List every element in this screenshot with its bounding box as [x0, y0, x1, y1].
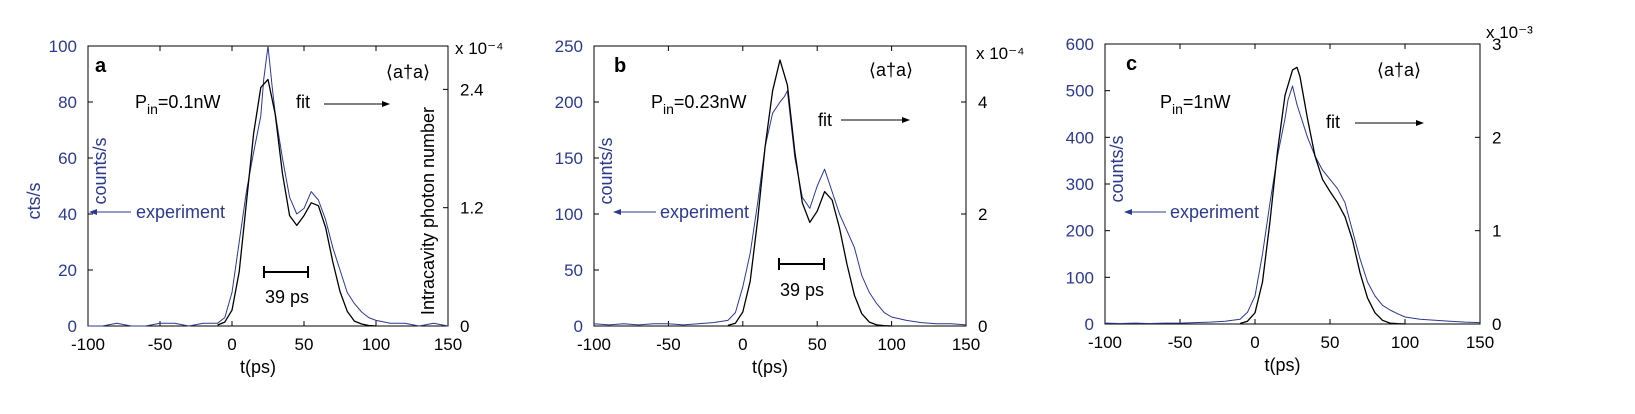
panel-a-letter: a — [95, 55, 107, 77]
panel-b-xtick-label: -50 — [656, 335, 681, 354]
panel-b-ytick-label: 200 — [555, 93, 583, 112]
panel-c: -100 -50 0 50 100 150 t(ps) 0 100 200 300 400 500 600… — [1066, 23, 1533, 375]
panel-b-xtick-label: 150 — [952, 335, 980, 354]
panel-c-ytick-right-label: 2 — [1492, 128, 1501, 147]
panel-b-ytick-right-label: 4 — [978, 93, 987, 112]
panel-c-xtick-label: -100 — [1088, 333, 1122, 352]
panel-c-ytick-label: 0 — [1085, 315, 1094, 334]
panel-c-series-fit — [1239, 66, 1406, 325]
panel-c-ytick-label: 200 — [1066, 222, 1094, 241]
panel-c-ytick-label: 600 — [1066, 35, 1094, 54]
panel-a-power-label: Pin=0.1nW — [135, 92, 220, 117]
panel-b-xlabel: t(ps) — [752, 357, 788, 377]
panel-b-ytick-label: 50 — [564, 261, 583, 280]
panel-c-xtick-label: 50 — [1321, 333, 1340, 352]
panel-b-ytick-right-label: 2 — [978, 205, 987, 224]
panel-c-ytick-label: 500 — [1066, 82, 1094, 101]
panel-c-ytick-right-label: 1 — [1492, 222, 1501, 241]
panel-b-ytick-label: 150 — [555, 149, 583, 168]
panel-b-xtick-label: 100 — [877, 335, 905, 354]
panel-a-ytick-label: 80 — [58, 93, 77, 112]
panel-b-experiment-arrow-head — [613, 209, 621, 215]
panel-b-scale-bar-label: 39 ps — [780, 280, 824, 300]
panel-c-xtick-label: 0 — [1250, 333, 1259, 352]
panel-c-ytick-right-label: 0 — [1492, 315, 1501, 334]
panel-c-experiment-arrow-head — [1124, 209, 1132, 215]
panel-a-xtick-label: -50 — [148, 335, 173, 354]
panel-a-scale-bar-label: 39 ps — [265, 287, 309, 307]
panel-c-fit-label: fit — [1326, 112, 1340, 132]
panel-a-ytick-label: 100 — [49, 37, 77, 56]
panel-b-xtick-label: -100 — [577, 335, 611, 354]
panel-b-right-exponent: x 10⁻⁴ — [976, 44, 1024, 63]
panel-a-series-experiment — [88, 45, 449, 327]
panel-c-right-exponent: x 10⁻³ — [1486, 23, 1533, 42]
panel-a-ytick-right-label: 1.2 — [460, 199, 484, 218]
panel-c-letter: c — [1126, 53, 1137, 75]
panel-a-experiment-label: experiment — [136, 202, 225, 222]
panel-c-fit-arrow-head — [1416, 120, 1424, 126]
panel-b-experiment-label: experiment — [660, 202, 749, 222]
panel-c-xtick-label: 150 — [1466, 333, 1494, 352]
panel-b-letter: b — [614, 55, 626, 77]
panel-a-ytick-label: 40 — [58, 205, 77, 224]
panel-a-experiment-arrow-head — [89, 209, 97, 215]
panel-a-ylabel-outer: cts/s — [24, 182, 44, 219]
panel-c-power-label: Pin=1nW — [1160, 92, 1230, 117]
panel-b-series-fit — [727, 59, 892, 327]
panel-a-ytick-label: 0 — [68, 317, 77, 336]
panel-c-xtick-label: 100 — [1391, 333, 1419, 352]
panel-a-fit-arrow-head — [382, 101, 390, 107]
panel-c-xtick-label: -50 — [1168, 333, 1193, 352]
panel-c-ylabel-inner: counts/s — [1107, 135, 1127, 202]
panel-c-xlabel: t(ps) — [1265, 355, 1301, 375]
panel-c-ytick-label: 100 — [1066, 268, 1094, 287]
panel-a-xtick-label: 0 — [227, 335, 236, 354]
panel-a-right-label: ⟨a†a⟩ — [386, 62, 430, 82]
panel-a-ylabel-inner: counts/s — [90, 137, 110, 204]
panel-a-axes-frame — [87, 45, 449, 327]
panel-c-right-label: ⟨a†a⟩ — [1377, 60, 1421, 80]
panel-c-series-experiment — [1104, 85, 1481, 324]
panel-a-fit-label: fit — [296, 92, 310, 112]
panel-c-ytick-label: 400 — [1066, 128, 1094, 147]
panel-b-fit-label: fit — [818, 110, 832, 130]
panel-a-xlabel: t(ps) — [240, 357, 276, 377]
panel-b-ylabel-inner: counts/s — [596, 137, 616, 204]
panel-a: -100 -50 0 50 100 150t(ps)02040608010001.22.4… — [24, 37, 503, 377]
panel-b-fit-arrow-head — [902, 117, 910, 123]
panel-a-ytick-label: 60 — [58, 149, 77, 168]
panel-a-ytick-label: 20 — [58, 261, 77, 280]
panel-c-ytick-label: 300 — [1066, 175, 1094, 194]
panel-b-ytick-label: 100 — [555, 205, 583, 224]
panel-b-ytick-right-label: 0 — [978, 317, 987, 336]
panel-b-ytick-label: 250 — [555, 37, 583, 56]
panel-b-axes-frame — [593, 45, 967, 327]
panel-a-xtick-label: -100 — [71, 335, 105, 354]
panel-b: -100 -50 0 50 100 150 t(ps) 0 50 100 150 200 250 0 2 4 b… — [555, 37, 1025, 377]
panel-a-xtick-label: 50 — [295, 335, 314, 354]
panel-b-xtick-label: 50 — [808, 335, 827, 354]
panel-a-ylabel-right: Intracavity photon number — [418, 107, 438, 315]
panel-c-ytick-right-label: 3 — [1492, 35, 1501, 54]
panel-c-experiment-label: experiment — [1170, 202, 1259, 222]
panel-b-right-label: ⟨a†a⟩ — [869, 60, 913, 80]
panel-b-xtick-label: 0 — [738, 335, 747, 354]
panel-a-xtick-label: 150 — [434, 335, 462, 354]
panel-a-right-exponent: x 10⁻⁴ — [455, 39, 503, 58]
panel-b-ytick-label: 0 — [574, 317, 583, 336]
panel-b-power-label: Pin=0.23nW — [651, 92, 746, 117]
panel-a-ytick-right-label: 2.4 — [460, 80, 484, 99]
panel-a-series-fit — [217, 78, 377, 327]
panel-a-xtick-label: 100 — [362, 335, 390, 354]
panel-a-ytick-right-label: 0 — [460, 317, 469, 336]
